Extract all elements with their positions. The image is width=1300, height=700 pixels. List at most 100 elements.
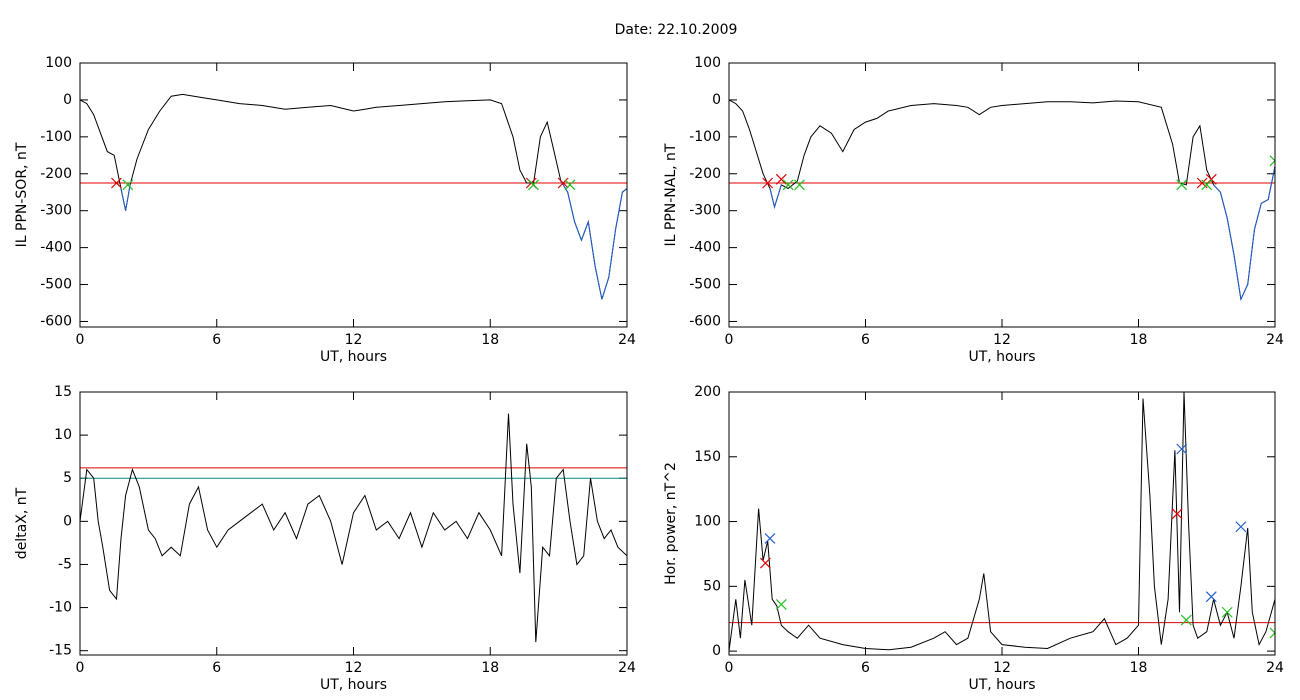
y-tick-label: -10 [49, 600, 72, 616]
x-tick-label: 18 [1130, 332, 1148, 348]
y-tick-label: -600 [689, 313, 721, 329]
x-tick-label: 6 [212, 660, 221, 676]
y-tick-label: 50 [703, 578, 721, 594]
cross-stroke [1205, 173, 1217, 185]
cross-stroke [1201, 179, 1213, 191]
cross-stroke [764, 532, 776, 544]
cross-stroke [1205, 591, 1217, 603]
y-axis-label: IL PPN-SOR, nT [14, 142, 30, 247]
data-line [729, 392, 1275, 652]
cross-stroke [759, 557, 771, 569]
x-tick-label: 18 [481, 660, 499, 676]
cross-stroke [1176, 179, 1188, 191]
cross-stroke [1180, 614, 1192, 626]
cross-marker [762, 177, 774, 189]
x-tick-label: 0 [725, 332, 734, 348]
y-tick-label: -100 [40, 129, 72, 145]
cross-marker [1176, 443, 1188, 455]
y-tick-label: 10 [54, 427, 72, 443]
y-tick-label: -400 [40, 240, 72, 256]
x-tick-label: 12 [993, 660, 1011, 676]
data-line [729, 99, 1275, 302]
y-tick-label: 100 [694, 55, 721, 71]
x-tick-label: 24 [618, 660, 636, 676]
plot-frame [79, 391, 628, 656]
y-tick-label: -600 [40, 313, 72, 329]
x-tick-label: 0 [76, 332, 85, 348]
cross-marker [1180, 614, 1192, 626]
plot-frame [728, 62, 1276, 328]
plot-frame [728, 391, 1276, 656]
cross-marker [528, 179, 539, 191]
x-tick-label: 24 [618, 332, 636, 348]
cross-marker [782, 179, 794, 191]
y-tick-label: -5 [58, 556, 72, 572]
x-tick-label: 6 [861, 332, 870, 348]
y-tick-label: -15 [49, 643, 72, 659]
y-tick-label: -100 [689, 129, 721, 145]
cross-marker [794, 179, 805, 191]
cross-stroke [111, 177, 122, 189]
cross-stroke [1269, 627, 1275, 634]
y-tick-label: -200 [689, 166, 721, 182]
y-tick-label: -200 [40, 166, 72, 182]
y-tick-label: 150 [694, 449, 721, 465]
x-axis-label: UT, hours [320, 677, 387, 693]
cross-stroke [557, 177, 569, 189]
y-tick-label: 0 [63, 513, 72, 529]
cross-marker [764, 532, 776, 544]
cross-stroke [528, 179, 539, 191]
cross-marker [557, 177, 569, 189]
x-axis-label: UT, hours [968, 677, 1035, 693]
data-line [120, 184, 131, 211]
y-tick-label: 0 [63, 92, 72, 108]
plot [729, 392, 1275, 652]
data-line [1213, 166, 1275, 302]
x-tick-label: 24 [1266, 332, 1284, 348]
cross-marker [1171, 508, 1183, 520]
x-tick-label: 18 [1130, 660, 1148, 676]
cross-stroke [794, 179, 805, 191]
x-tick-label: 24 [1266, 660, 1284, 676]
cross-stroke [1221, 606, 1233, 618]
y-axis-label: deltaX, nT [14, 487, 30, 559]
cross-marker [1205, 591, 1217, 603]
cross-marker [1205, 173, 1217, 185]
y-tick-label: -300 [40, 203, 72, 219]
x-axis-label: UT, hours [968, 349, 1035, 365]
y-tick-label: -400 [689, 240, 721, 256]
cross-marker [775, 173, 787, 185]
cross-stroke [762, 177, 774, 189]
x-tick-label: 6 [212, 332, 221, 348]
y-tick-label: 0 [712, 643, 721, 659]
cross-stroke [775, 173, 787, 185]
cross-stroke [1176, 443, 1188, 455]
cross-marker [564, 179, 576, 191]
y-tick-label: -500 [40, 277, 72, 293]
plot [80, 93, 627, 300]
x-tick-label: 18 [481, 332, 499, 348]
data-line [80, 93, 627, 300]
cross-marker [1221, 606, 1233, 618]
y-tick-label: -300 [689, 203, 721, 219]
x-tick-label: 6 [861, 660, 870, 676]
x-tick-label: 12 [993, 332, 1011, 348]
y-tick-label: 0 [712, 92, 721, 108]
cross-stroke [775, 599, 787, 610]
y-tick-label: -500 [689, 277, 721, 293]
x-tick-label: 0 [76, 660, 85, 676]
y-tick-label: 15 [54, 384, 72, 400]
y-tick-label: 200 [694, 384, 721, 400]
cross-stroke [1171, 508, 1183, 520]
plot [80, 413, 627, 643]
cross-marker [1235, 521, 1247, 533]
cross-marker [122, 179, 134, 191]
y-tick-label: 100 [694, 514, 721, 530]
cross-marker [1176, 179, 1188, 191]
x-tick-label: 12 [345, 332, 363, 348]
cross-marker [775, 599, 787, 610]
cross-marker [1269, 627, 1275, 639]
y-axis-label: IL PPN-NAL, nT [663, 143, 679, 246]
